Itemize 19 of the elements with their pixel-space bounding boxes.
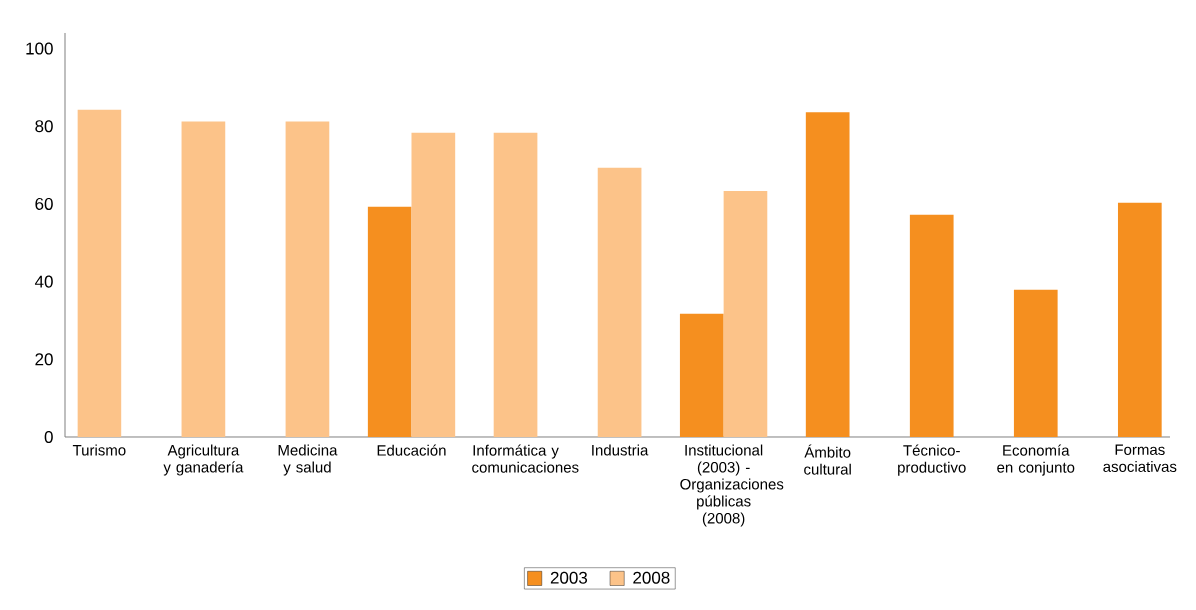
x-tick-label: Industria: [592, 444, 649, 456]
y-tick-label: 20: [35, 353, 53, 366]
y-tick-label: 80: [35, 120, 53, 133]
x-tick-label: Institucional (2003) - Organizaciones públicas (2008): [680, 444, 784, 527]
x-tick-label: Turismo: [72, 444, 126, 456]
x-tick-label: Formas asociativas: [1103, 444, 1177, 472]
x-tick-label: Medicina y salud: [278, 444, 338, 476]
x-tick-label: Economía en conjunto: [997, 444, 1075, 476]
x-tick-label: Técnico-productivo: [898, 444, 966, 476]
legend-label: 2003: [550, 571, 588, 584]
y-tick-label: 100: [26, 42, 53, 55]
y-tick-label: 60: [35, 197, 53, 210]
x-tick-label: Agricultura y ganadería: [163, 444, 244, 476]
x-tick-label: Educación: [377, 444, 446, 456]
legend-label: 2008: [633, 571, 670, 584]
x-tick-label: Ámbito cultural: [804, 444, 851, 475]
y-tick-label: 0: [44, 430, 53, 444]
x-tick-label: Informática y comunicaciones: [472, 444, 579, 473]
y-tick-label: 40: [34, 275, 53, 288]
